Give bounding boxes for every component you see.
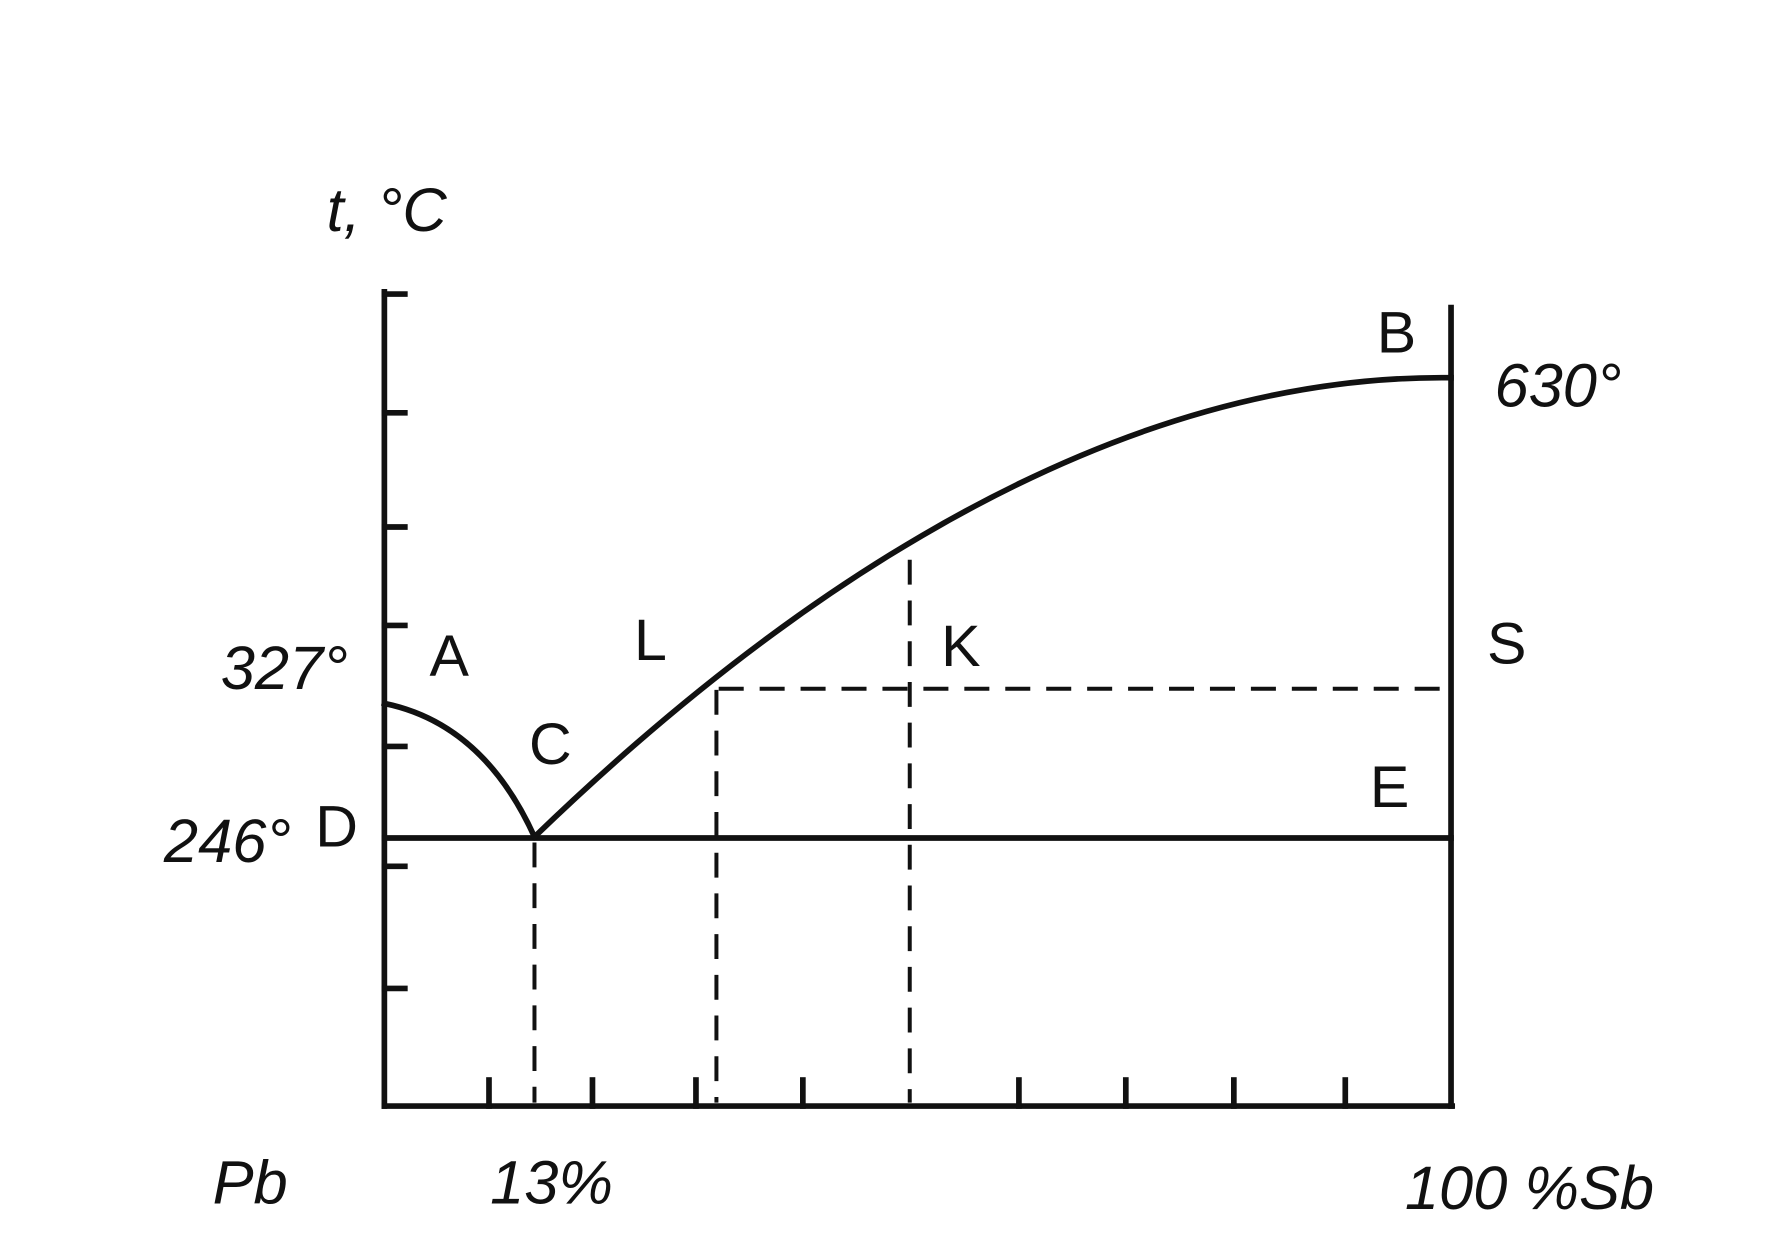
x-ticks (486, 1077, 1349, 1109)
labels: t, °C 327° 246° 630° Pb 13% 100 %Sb B A … (163, 176, 1654, 1222)
frame (381, 288, 1456, 1109)
guides (532, 559, 1449, 1103)
composition-label: 13% (490, 1149, 613, 1217)
liquidus-ac (381, 700, 539, 841)
liquidus-cb (530, 374, 1454, 841)
point-label: K (941, 614, 980, 679)
point-label: A (429, 624, 469, 689)
point-label: L (634, 608, 667, 673)
point-label: B (1377, 301, 1416, 366)
point-label: D (315, 795, 358, 860)
temperature-label: 630° (1494, 351, 1621, 419)
temperature-label: 246° (163, 807, 291, 875)
axis-label: t, °C (327, 176, 448, 244)
y-ticks (381, 291, 408, 992)
composition-label: 100 %Sb (1405, 1154, 1654, 1222)
temperature-label: 327° (221, 634, 348, 702)
point-label: S (1487, 612, 1526, 677)
composition-label: Pb (213, 1149, 288, 1217)
point-label: C (529, 712, 572, 777)
liquidus (381, 374, 1454, 841)
point-label: E (1370, 755, 1409, 820)
